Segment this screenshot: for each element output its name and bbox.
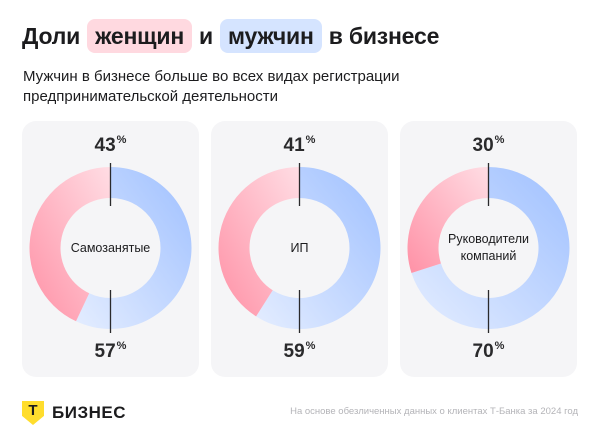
title-text-start: Доли — [22, 22, 81, 49]
shield-logo-icon: Т — [22, 401, 44, 425]
chart-card-self-employed: 43% Самозанятые 57% — [22, 121, 199, 377]
brand-logo[interactable]: Т БИЗНЕС — [22, 401, 126, 425]
footer: Т БИЗНЕС На основе обезличенных данных о… — [22, 398, 578, 428]
brand-name: БИЗНЕС — [52, 403, 126, 422]
men-highlight: мужчин — [219, 19, 322, 53]
chart-card-executives: 30% Руководители компаний 70% — [400, 121, 577, 377]
men-percent-label: 57% — [94, 340, 127, 362]
page-subtitle: Мужчин в бизнесе больше во всех видах ре… — [23, 68, 400, 105]
men-slice — [411, 167, 570, 329]
chart-center-label: ИП — [290, 240, 309, 255]
women-slice — [29, 166, 111, 322]
women-slice — [218, 167, 300, 317]
donut-chart-ip — [218, 163, 381, 333]
donut-chart-self-employed — [29, 163, 192, 333]
women-percent-label: 43% — [94, 134, 127, 156]
men-percent-label: 70% — [472, 340, 505, 362]
women-percent-label: 30% — [472, 134, 505, 156]
men-slice — [256, 167, 381, 329]
women-percent-label: 41% — [283, 134, 316, 156]
women-highlight: женщин — [87, 19, 193, 53]
title-text-and: и — [199, 22, 213, 49]
men-slice — [76, 167, 192, 329]
page-title: Доли женщин и мужчин в бизнесе — [22, 17, 439, 55]
chart-center-label: Самозанятые — [70, 240, 151, 255]
men-percent-label: 59% — [283, 340, 316, 362]
donut-chart-executives — [407, 163, 570, 333]
donut-charts: 43% Самозанятые 57% 41% ИП 59% 30% Руков… — [22, 121, 578, 377]
source-note: На основе обезличенных данных о клиентах… — [290, 406, 578, 417]
chart-center-label: Руководители компаний — [448, 232, 529, 263]
title-text-end: в бизнесе — [328, 22, 440, 49]
chart-card-ip: 41% ИП 59% — [211, 121, 388, 377]
women-slice — [407, 167, 489, 274]
